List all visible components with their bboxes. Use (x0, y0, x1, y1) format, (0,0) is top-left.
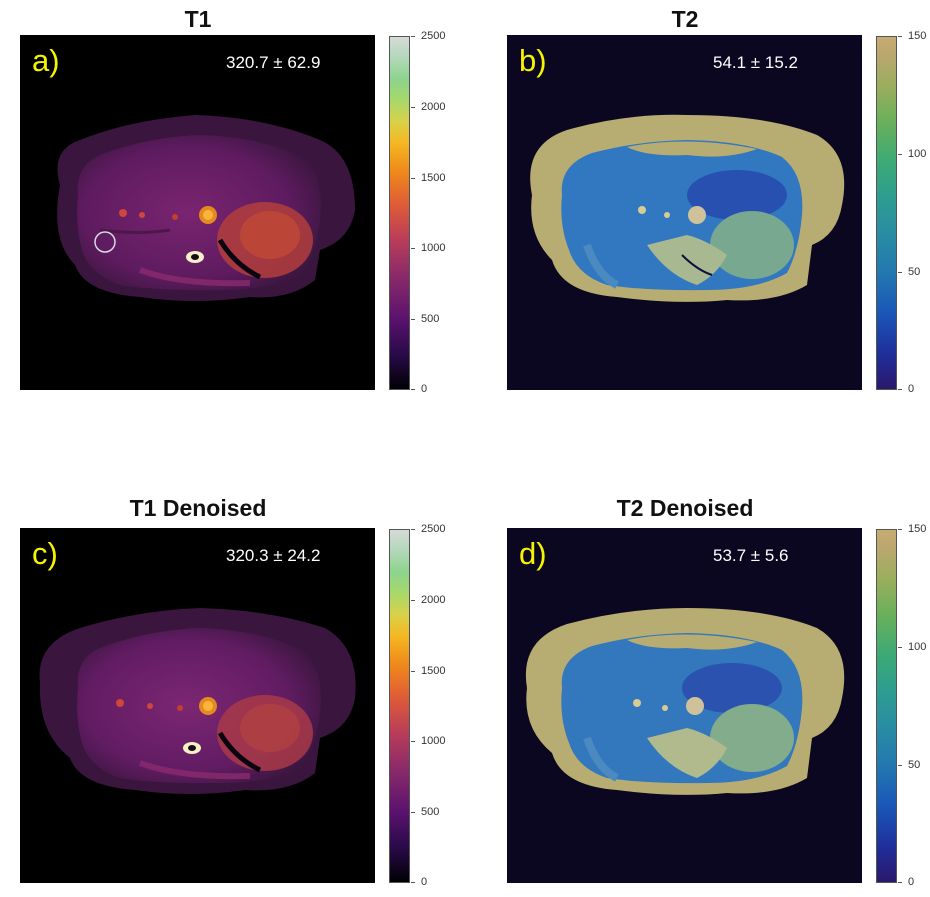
t1-map-image: a) 320.7 ± 62.9 (20, 35, 375, 390)
panel-a-title: T1 (184, 6, 212, 32)
tick-label: 2500 (421, 523, 446, 535)
t1-colorbar (389, 36, 410, 390)
t2-colorbar-ticks: 150 100 50 0 (898, 30, 930, 395)
t2-abdomen-scan (530, 114, 845, 302)
t1-denoised-colorbar (389, 529, 410, 883)
panel-c-letter: c) (32, 536, 58, 571)
tick-label: 0 (908, 383, 915, 395)
panel-b-stat: 54.1 ± 15.2 (713, 53, 798, 72)
tick-label: 1000 (421, 735, 446, 747)
panel-d-stat: 53.7 ± 5.6 (713, 546, 789, 565)
t2-denoised-colorbar-ticks: 150 100 50 0 (898, 523, 930, 888)
t2-colorbar (876, 36, 897, 390)
tick-label: 50 (908, 759, 921, 771)
tick-label: 1500 (421, 172, 446, 184)
panel-b-title: T2 (671, 6, 699, 32)
t1-denoised-map-image: c) 320.3 ± 24.2 (20, 528, 375, 883)
t2-denoised-map-image: d) 53.7 ± 5.6 (507, 528, 862, 883)
panel-c-title: T1 Denoised (129, 495, 267, 521)
t1-denoised-colorbar-ticks: 2500 2000 1500 1000 500 0 (411, 523, 451, 888)
t2-denoised-colorbar (876, 529, 897, 883)
tick-label: 500 (421, 806, 440, 818)
tick-label: 150 (908, 30, 927, 42)
t2-denoised-abdomen-scan (525, 608, 845, 795)
tick-label: 150 (908, 523, 927, 535)
tick-label: 100 (908, 148, 927, 160)
panel-d-title: T2 Denoised (616, 495, 754, 521)
tick-label: 0 (421, 876, 428, 888)
tick-label: 500 (421, 313, 440, 325)
tick-label: 2000 (421, 101, 446, 113)
tick-label: 0 (421, 383, 428, 395)
tick-label: 0 (908, 876, 915, 888)
panel-b-letter: b) (519, 43, 547, 78)
tick-label: 1000 (421, 242, 446, 254)
t1-colorbar-ticks: 2500 2000 1500 1000 500 0 (411, 30, 451, 395)
roi-circle (94, 231, 116, 253)
panel-a-letter: a) (32, 43, 60, 78)
t1-denoised-abdomen-scan (39, 608, 356, 794)
tick-label: 2500 (421, 30, 446, 42)
panel-c-stat: 320.3 ± 24.2 (226, 546, 321, 565)
panel-d-letter: d) (519, 536, 547, 571)
t2-map-image: b) 54.1 ± 15.2 (507, 35, 862, 390)
tick-label: 100 (908, 641, 927, 653)
tick-label: 1500 (421, 665, 446, 677)
panel-a-stat: 320.7 ± 62.9 (226, 53, 321, 72)
t1-abdomen-scan (57, 115, 356, 301)
tick-label: 50 (908, 266, 921, 278)
tick-label: 2000 (421, 594, 446, 606)
